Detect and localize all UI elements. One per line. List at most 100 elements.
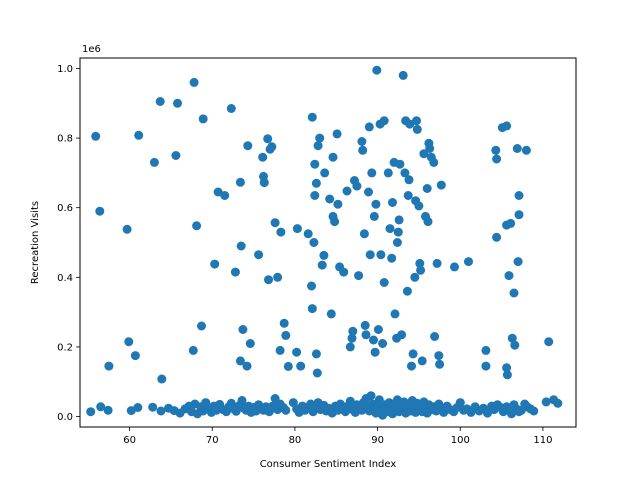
scatter-point xyxy=(235,177,245,187)
scatter-point xyxy=(510,340,520,350)
scatter-point xyxy=(455,398,465,408)
scatter-point xyxy=(347,333,357,343)
scatter-point xyxy=(124,337,134,347)
scatter-point xyxy=(307,304,317,314)
scatter-point xyxy=(367,168,377,178)
scatter-point xyxy=(379,278,389,287)
scatter-point xyxy=(507,333,517,343)
scatter-point xyxy=(283,361,293,371)
scatter-point xyxy=(254,250,264,260)
y-axis-label: Recreation Visits xyxy=(30,201,41,284)
plot-area-frame xyxy=(79,57,577,428)
scatter-point xyxy=(342,186,352,196)
y-tick-label: 1.0 xyxy=(57,64,73,75)
scatter-point xyxy=(157,374,167,384)
scatter-point xyxy=(345,342,355,352)
scatter-point xyxy=(410,272,420,282)
scatter-point xyxy=(407,361,416,371)
scatter-point xyxy=(281,330,291,340)
scatter-point xyxy=(279,318,289,328)
scatter-point xyxy=(220,191,230,200)
scatter-point xyxy=(130,351,140,361)
scatter-point xyxy=(385,224,395,234)
scatter-point xyxy=(292,224,302,234)
scatter-point xyxy=(400,168,410,178)
scatter-point xyxy=(86,407,96,417)
scatter-point xyxy=(320,168,330,178)
scatter-point xyxy=(369,335,378,345)
scatter-point xyxy=(541,397,551,407)
y-axis-ticks: 0.0 0.2 0.4 0.6 0.8 1.0 xyxy=(57,64,80,423)
scatter-point xyxy=(188,345,198,355)
scatter-point xyxy=(393,227,403,237)
scatter-point xyxy=(319,250,329,260)
scatter-point xyxy=(388,198,397,207)
scatter-point xyxy=(373,325,383,334)
scatter-point xyxy=(197,321,206,331)
scatter-point xyxy=(434,351,444,361)
scatter-point xyxy=(544,337,554,347)
scatter-point xyxy=(317,260,327,270)
y-tick-label: 0.6 xyxy=(57,203,73,214)
scatter-point xyxy=(502,121,512,131)
scatter-point xyxy=(315,133,325,143)
scatter-point xyxy=(192,221,202,231)
scatter-point xyxy=(310,159,320,169)
scatter-point xyxy=(509,288,519,298)
scatter-point xyxy=(398,70,408,80)
y-tick-label: 0.2 xyxy=(57,342,73,353)
scatter-point xyxy=(417,356,427,366)
scatter-point xyxy=(149,157,159,167)
scatter-point xyxy=(397,330,407,340)
scatter-point xyxy=(134,130,144,140)
scatter-point xyxy=(189,77,199,87)
scatter-point xyxy=(267,142,277,152)
scatter-point xyxy=(364,122,374,132)
scatter-point xyxy=(529,406,539,416)
scatter-point xyxy=(103,405,113,415)
scatter-point xyxy=(412,116,421,126)
scatter-point xyxy=(122,224,132,234)
scatter-point xyxy=(379,116,389,126)
scatter-point xyxy=(425,144,435,153)
x-tick-label: 80 xyxy=(289,435,302,446)
x-tick-label: 60 xyxy=(123,435,136,446)
scatter-point xyxy=(96,402,106,412)
scatter-point xyxy=(392,238,402,247)
scatter-point xyxy=(95,206,105,216)
scatter-point xyxy=(173,98,182,108)
scatter-point xyxy=(514,210,524,220)
scatter-point xyxy=(171,151,181,160)
scatter-point xyxy=(309,238,319,247)
scatter-point xyxy=(259,178,269,188)
y-tick-label: 0.8 xyxy=(57,134,73,145)
scatter-point xyxy=(263,134,273,144)
scatter-point xyxy=(402,286,412,296)
scatter-point xyxy=(270,218,280,228)
scatter-point xyxy=(245,339,255,348)
scatter-point xyxy=(352,181,362,191)
scatter-point xyxy=(339,267,349,277)
scatter-point xyxy=(332,129,342,139)
scatter-point xyxy=(242,361,252,371)
scatter-point xyxy=(366,391,376,401)
scatter-point xyxy=(238,325,248,334)
scatter-point xyxy=(387,253,397,263)
scatter-point xyxy=(483,408,492,418)
scatter-point xyxy=(390,309,400,319)
scatter-point xyxy=(364,187,373,197)
scatter-point xyxy=(326,309,336,319)
scatter-point xyxy=(378,339,388,348)
scatter-point xyxy=(292,347,302,357)
x-axis-ticks: 60 70 80 90 100 110 xyxy=(123,427,552,446)
scatter-point xyxy=(333,199,343,209)
scatter-point xyxy=(264,275,273,285)
scatter-point xyxy=(104,361,114,371)
scatter-point xyxy=(405,119,415,129)
scatter-point xyxy=(358,145,368,155)
scatter-point xyxy=(502,370,512,380)
scatter-point xyxy=(237,396,247,405)
scatter-point xyxy=(395,159,405,169)
scatter-point xyxy=(502,363,512,373)
scatter-point xyxy=(312,368,322,378)
